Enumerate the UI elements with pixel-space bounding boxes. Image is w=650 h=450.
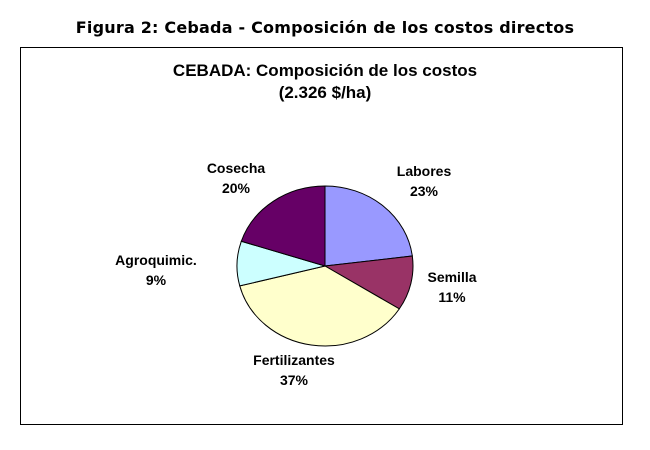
pie-slice-labores (324, 185, 413, 267)
chart-title-line: CEBADA: Composición de los costos (172, 61, 478, 80)
slice-value-fertilizantes: 37% (280, 372, 309, 388)
slice-value-semilla: 11% (438, 289, 466, 305)
slice-value-cosecha: 20% (222, 180, 251, 196)
pie-slice-cosecha (240, 185, 326, 267)
slice-label-labores: Labores (397, 163, 452, 179)
chart-title: CEBADA: Composición de los costos (2.326… (0, 60, 650, 104)
pie-slice-fertilizantes (239, 265, 401, 347)
slice-value-agroquimic: 9% (146, 272, 167, 288)
slice-label-cosecha: Cosecha (207, 160, 266, 176)
figure-caption: Figura 2: Cebada - Composición de los co… (75, 18, 575, 37)
slice-label-semilla: Semilla (427, 269, 476, 285)
slice-value-labores: 23% (410, 183, 439, 199)
slice-label-fertilizantes: Fertilizantes (253, 352, 335, 368)
chart-subtitle-line: (2.326 $/ha) (278, 83, 372, 102)
slice-label-agroquimic: Agroquimic. (115, 252, 197, 268)
